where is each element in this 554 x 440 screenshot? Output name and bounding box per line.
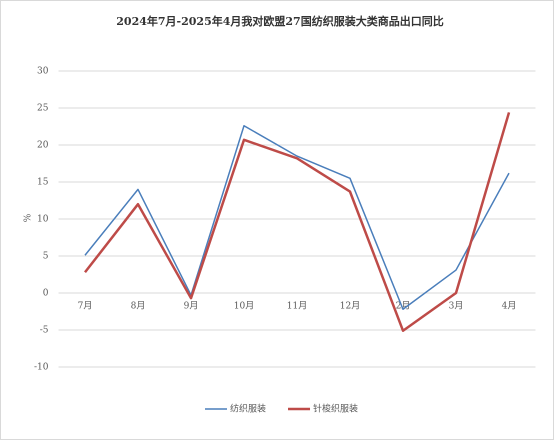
x-tick-label: 10月 [234,301,254,312]
chart-title: 2024年7月-2025年4月我对欧盟27国纺织服装大类商品出口同比 [116,14,443,28]
y-tick-label: 5 [43,252,49,262]
y-tick-label: -10 [34,363,49,373]
y-tick-label: 10 [37,215,49,225]
y-tick-label: 25 [37,104,49,114]
x-tick-label: 12月 [340,301,360,312]
x-tick-label: 11月 [287,301,307,312]
legend-label: 纺织服装 [230,403,266,415]
y-tick-label: -5 [40,326,49,336]
x-tick-label: 3月 [449,301,464,312]
x-tick-label: 2月 [396,301,411,312]
y-tick-label: 0 [43,289,49,299]
series-line [84,112,511,332]
y-tick-label: 15 [37,178,49,188]
y-axis-label: % [24,213,34,222]
y-tick-label: 20 [37,141,49,151]
x-tick-label: 7月 [78,301,93,312]
x-tick-label: 9月 [184,301,199,312]
y-tick-label: 30 [37,67,49,77]
series-line [84,125,510,311]
legend-label: 针梭织服装 [313,403,358,415]
x-tick-label: 8月 [131,301,146,312]
x-tick-label: 4月 [502,301,517,312]
